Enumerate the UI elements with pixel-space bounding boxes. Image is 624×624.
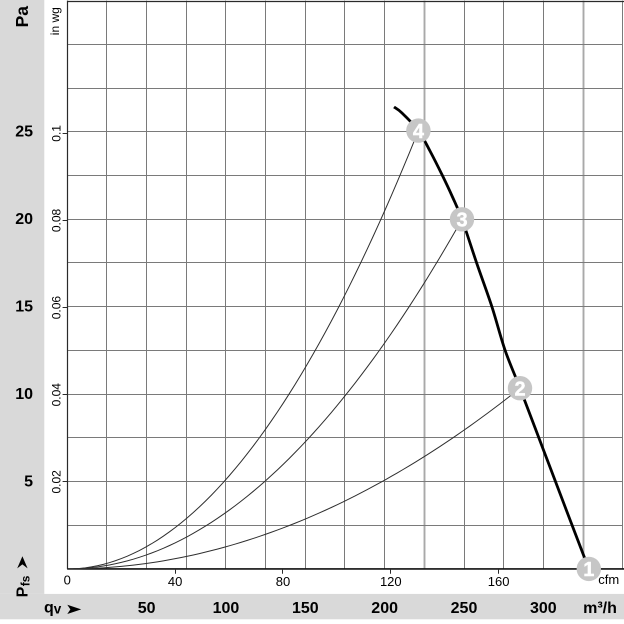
svg-text:q: q — [44, 599, 54, 616]
svg-text:0.06: 0.06 — [50, 296, 64, 320]
svg-text:80: 80 — [276, 574, 290, 589]
svg-text:5: 5 — [24, 473, 33, 490]
svg-text:20: 20 — [15, 211, 33, 228]
svg-text:50: 50 — [138, 600, 156, 617]
svg-text:120: 120 — [380, 574, 402, 589]
svg-text:m³/h: m³/h — [583, 600, 617, 617]
svg-text:15: 15 — [15, 298, 33, 315]
svg-text:v: v — [54, 601, 62, 616]
svg-text:150: 150 — [292, 600, 319, 617]
svg-text:4: 4 — [413, 121, 425, 143]
svg-text:0.1: 0.1 — [50, 125, 64, 142]
svg-text:in wg: in wg — [48, 7, 62, 35]
svg-text:200: 200 — [371, 600, 398, 617]
svg-text:fs: fs — [19, 575, 33, 586]
svg-text:Pa: Pa — [12, 6, 32, 28]
svg-text:P: P — [15, 586, 32, 597]
svg-text:250: 250 — [451, 600, 478, 617]
svg-text:160: 160 — [488, 574, 510, 589]
svg-text:cfm: cfm — [598, 572, 619, 587]
svg-text:2: 2 — [514, 378, 525, 400]
svg-text:0.08: 0.08 — [50, 208, 64, 232]
svg-text:10: 10 — [15, 386, 33, 403]
svg-text:40: 40 — [168, 574, 182, 589]
svg-text:0: 0 — [64, 573, 71, 588]
svg-text:300: 300 — [530, 600, 557, 617]
svg-text:0.04: 0.04 — [50, 383, 64, 407]
svg-text:3: 3 — [456, 210, 467, 232]
svg-text:1: 1 — [583, 559, 594, 581]
svg-text:25: 25 — [15, 124, 33, 141]
svg-text:0.02: 0.02 — [50, 470, 64, 494]
svg-text:100: 100 — [213, 600, 240, 617]
